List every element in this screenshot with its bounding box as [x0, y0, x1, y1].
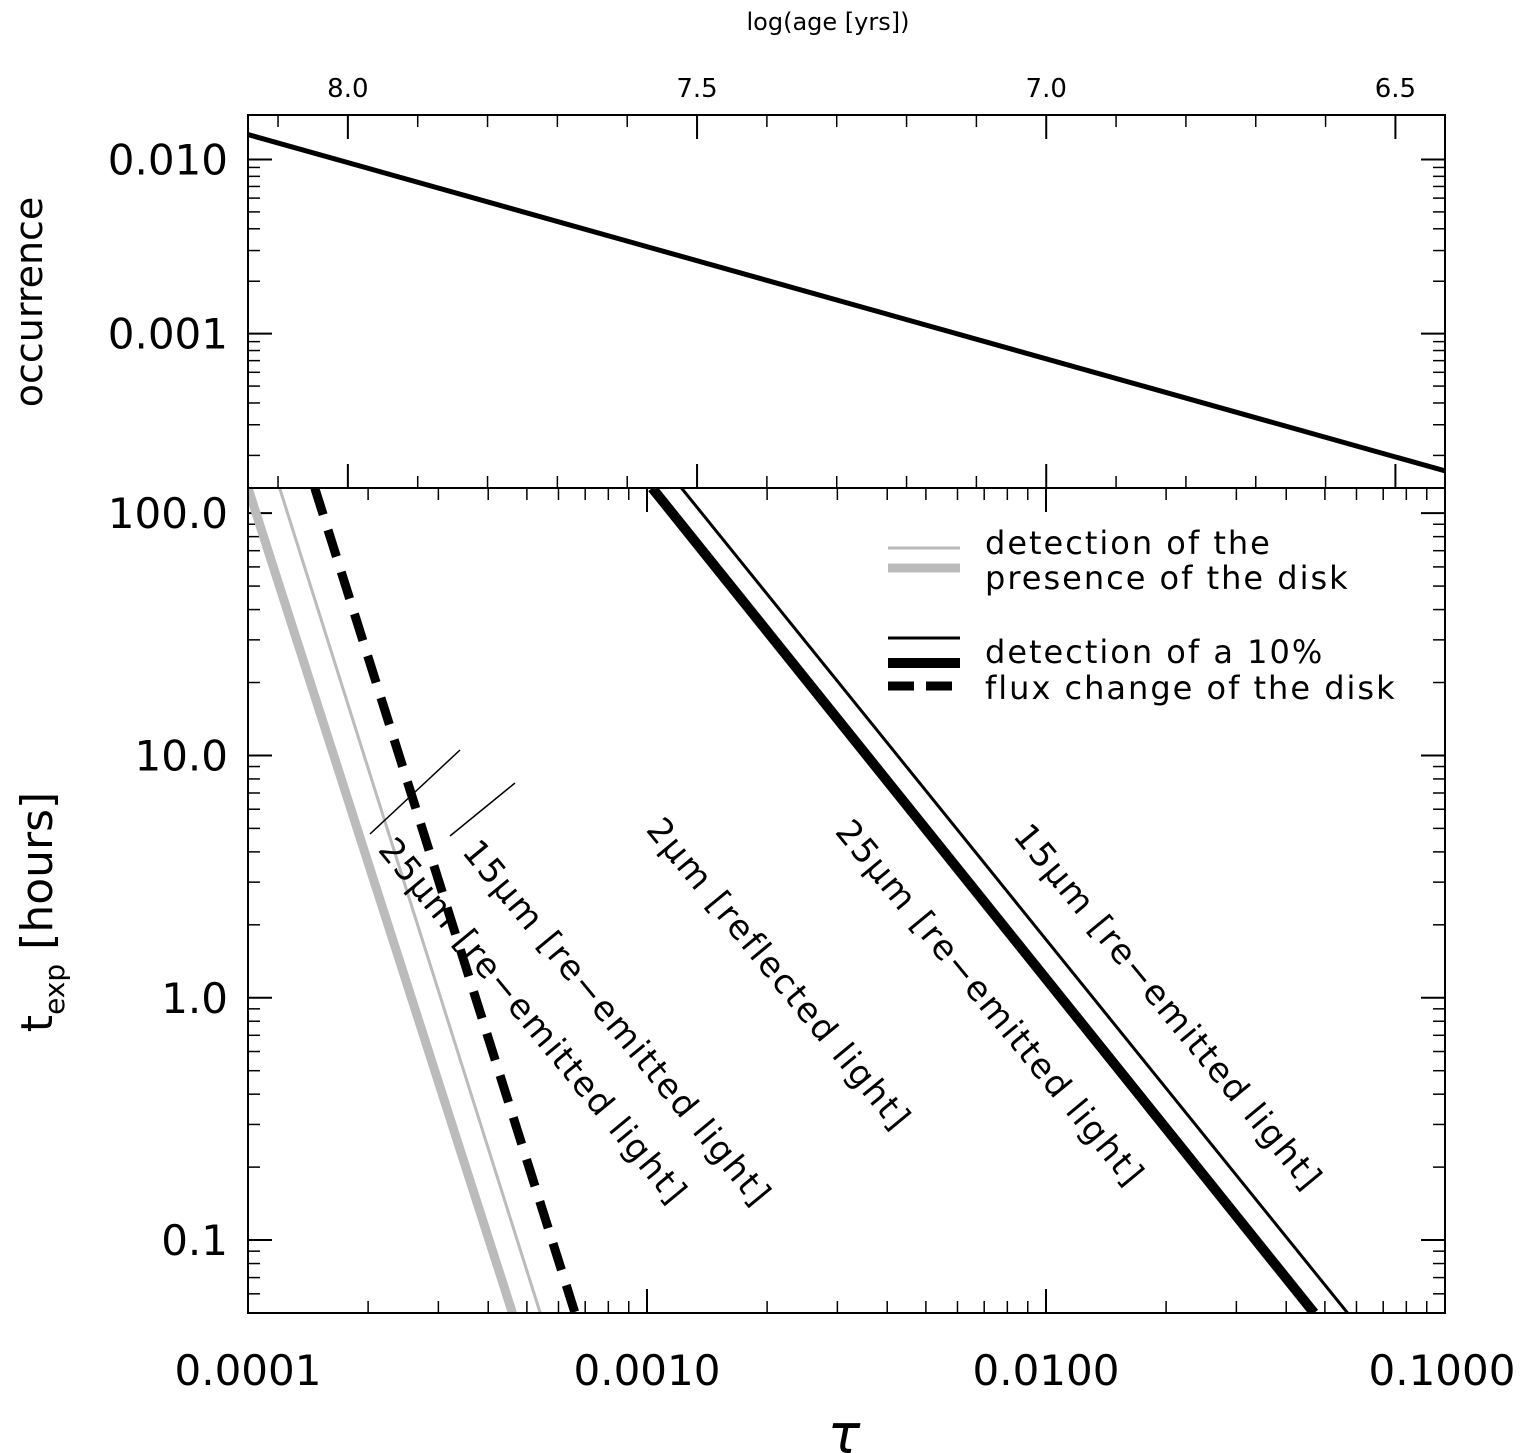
legend-text-line-2: presence of the disk — [985, 559, 1350, 597]
y-label-main: t — [12, 1015, 63, 1032]
bottom-panel: 0.0001 0.0010 0.0100 0.1000100.010.01.00.1 … — [12, 487, 1516, 1453]
top-y-axis-label: occurrence — [7, 197, 51, 408]
legend-text-line-3: detection of a 10% — [985, 633, 1324, 671]
bottom-y-tick-label: 1.0 — [161, 974, 228, 1023]
top-y-tick-label: 0.001 — [108, 310, 228, 359]
top-axis-ticks: 8.0 7.5 7.0 6.5 0.010 0.001 — [108, 74, 1445, 488]
legend: detection of the presence of the disk de… — [888, 524, 1397, 707]
bottom-x-tick-label: 0.0001 — [175, 1346, 322, 1395]
bottom-plot-frame — [247, 487, 1446, 1314]
top-x-tick-label: 8.0 — [327, 74, 368, 104]
top-x-tick-label: 6.5 — [1375, 74, 1416, 104]
occurrence-line — [248, 132, 1445, 474]
top-x-axis-label: log(age [yrs]) — [747, 8, 910, 36]
bottom-x-tick-label: 0.1000 — [1369, 1346, 1516, 1395]
bottom-y-axis-label: texp [hours] — [12, 792, 71, 1032]
top-panel: 8.0 7.5 7.0 6.5 0.010 0.001 log(age [yrs]) oc… — [7, 8, 1446, 489]
top-y-tick-label: 0.010 — [108, 135, 228, 184]
bottom-x-tick-label: 0.0100 — [973, 1346, 1120, 1395]
series-15um-flux-change — [680, 488, 1349, 1313]
legend-text-line-4: flux change of the disk — [985, 669, 1397, 707]
bottom-x-axis-label: τ — [828, 1403, 861, 1453]
annotation-15um-flux-change: 15μm [re−emitted light] — [1005, 816, 1330, 1199]
y-label-subscript: exp — [38, 964, 71, 1015]
legend-text-line-1: detection of the — [985, 524, 1272, 562]
bottom-y-tick-label: 0.1 — [161, 1216, 228, 1265]
y-label-units: [hours] — [12, 792, 63, 950]
top-x-tick-label: 7.0 — [1026, 74, 1067, 104]
svg-text:texp[hours]: texp [hours] — [12, 792, 71, 1032]
top-series-group — [248, 132, 1445, 474]
bottom-x-tick-label: 0.0010 — [574, 1346, 721, 1395]
bottom-series-group — [248, 488, 1349, 1313]
series-25um-flux-change — [648, 488, 1319, 1313]
series-25um-presence — [248, 488, 517, 1313]
leader-line-25um — [369, 749, 461, 835]
top-x-tick-label: 7.5 — [676, 74, 717, 104]
series-15um-presence — [278, 488, 542, 1313]
bottom-y-tick-label: 10.0 — [134, 731, 228, 780]
series-2um-flux-change — [310, 488, 580, 1313]
bottom-y-tick-label: 100.0 — [108, 489, 228, 538]
leader-line-15um — [449, 782, 516, 837]
